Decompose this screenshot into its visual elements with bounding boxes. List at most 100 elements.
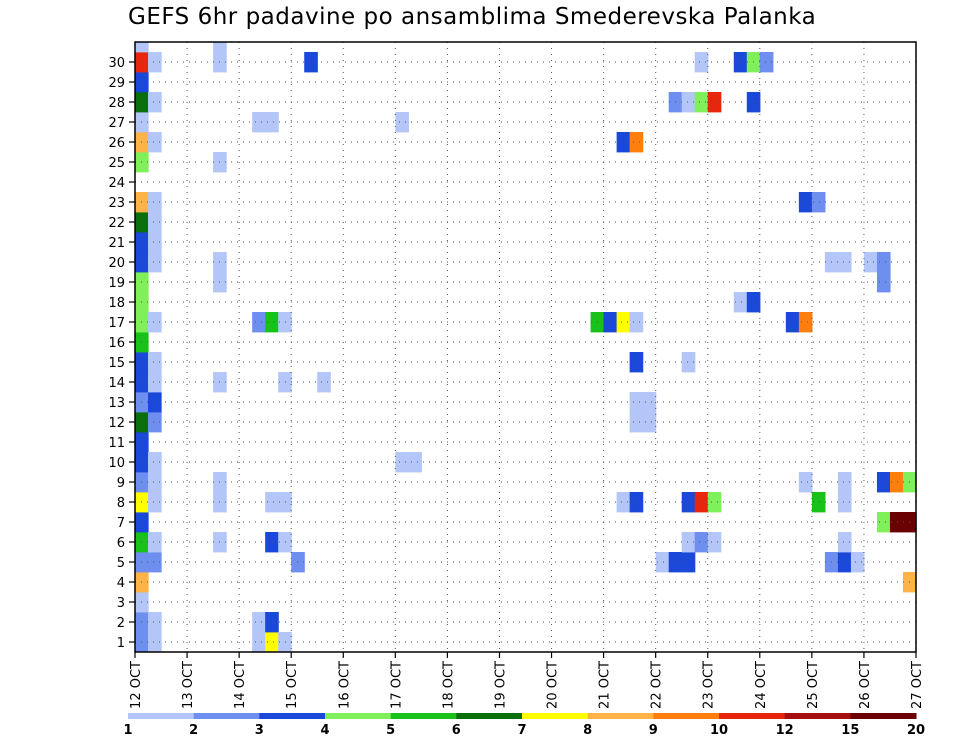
heatmap-cell bbox=[265, 532, 279, 553]
heatmap-cell bbox=[278, 532, 292, 553]
colorbar-segment bbox=[193, 713, 260, 719]
chart-title: GEFS 6hr padavine po ansamblima Smederev… bbox=[128, 4, 817, 30]
heatmap-cell bbox=[889, 472, 904, 493]
heatmap-cell bbox=[681, 552, 696, 573]
heatmap-cell bbox=[148, 212, 162, 233]
heatmap-cell bbox=[278, 372, 292, 393]
colorbar-label: 9 bbox=[649, 723, 658, 738]
colorbar-label: 15 bbox=[841, 723, 859, 738]
heatmap-cell bbox=[798, 192, 813, 213]
colorbar-label: 7 bbox=[517, 723, 526, 738]
heatmap-cell bbox=[148, 352, 162, 373]
heatmap-cell bbox=[148, 612, 162, 633]
heatmap-cell bbox=[252, 312, 266, 333]
colorbar-label: 8 bbox=[583, 723, 592, 738]
heatmap-cell bbox=[148, 192, 162, 213]
x-tick-label: 21 OCT bbox=[598, 661, 613, 709]
colorbar-segment bbox=[456, 713, 523, 719]
heatmap-cell bbox=[811, 492, 826, 513]
heatmap-cell bbox=[876, 472, 891, 493]
heatmap-cell bbox=[837, 532, 852, 553]
heatmap-cell bbox=[681, 92, 696, 113]
colorbar-segment bbox=[522, 713, 589, 719]
heatmap-cell bbox=[876, 252, 891, 273]
colorbar-label: 1 bbox=[123, 723, 132, 738]
heatmap-cell bbox=[629, 392, 644, 413]
heatmap-cell bbox=[629, 352, 644, 373]
heatmap-cells bbox=[135, 42, 917, 653]
colorbar-label: 4 bbox=[320, 723, 329, 738]
y-tick-label: 29 bbox=[108, 76, 125, 91]
chart-grid bbox=[134, 42, 917, 652]
y-tick-label: 3 bbox=[117, 596, 125, 611]
colorbar-label: 6 bbox=[452, 723, 461, 738]
y-tick-label: 15 bbox=[108, 356, 125, 371]
heatmap-cell bbox=[291, 552, 305, 573]
y-tick-label: 9 bbox=[117, 476, 125, 491]
colorbar-segment bbox=[784, 713, 851, 719]
y-tick-label: 10 bbox=[108, 456, 125, 471]
x-tick-label: 22 OCT bbox=[650, 661, 665, 709]
heatmap-cell bbox=[733, 292, 748, 313]
heatmap-cell bbox=[265, 312, 279, 333]
heatmap-cell bbox=[681, 532, 696, 553]
heatmap-cell bbox=[694, 52, 709, 73]
x-tick-label: 20 OCT bbox=[546, 661, 561, 709]
x-tick-label: 16 OCT bbox=[337, 661, 352, 709]
heatmap-cell bbox=[629, 312, 644, 333]
heatmap-cell bbox=[837, 472, 852, 493]
x-tick-label: 13 OCT bbox=[181, 661, 196, 709]
heatmap-cell bbox=[252, 112, 266, 133]
colorbar-segment bbox=[587, 713, 654, 719]
heatmap-cell bbox=[148, 532, 162, 553]
y-tick-label: 21 bbox=[108, 236, 125, 251]
colorbar: 1 2 3 4 5 6 7 8 9 10 12 15 20 bbox=[123, 713, 925, 738]
heatmap-cell bbox=[148, 412, 162, 433]
heatmap-cell bbox=[863, 252, 878, 273]
heatmap-cell bbox=[395, 452, 409, 473]
y-tick-label: 19 bbox=[108, 276, 125, 291]
heatmap-cell bbox=[408, 452, 422, 473]
heatmap-cell bbox=[265, 112, 279, 133]
heatmap-cell bbox=[265, 612, 279, 633]
heatmap-cell bbox=[148, 392, 162, 413]
colorbar-segment bbox=[653, 713, 720, 719]
heatmap-cell bbox=[642, 392, 657, 413]
y-tick-label: 28 bbox=[108, 96, 125, 111]
colorbar-segment bbox=[390, 713, 457, 719]
heatmap-cell bbox=[148, 472, 162, 493]
colorbar-label: 5 bbox=[386, 723, 395, 738]
x-tick-label: 24 OCT bbox=[754, 661, 769, 709]
colorbar-segment bbox=[259, 713, 326, 719]
colorbar-segment bbox=[325, 713, 392, 719]
heatmap-cell bbox=[733, 52, 748, 73]
y-tick-label: 22 bbox=[108, 216, 125, 231]
heatmap-cell bbox=[837, 252, 852, 273]
heatmap-cell bbox=[278, 632, 292, 653]
heatmap-cell bbox=[694, 92, 709, 113]
heatmap-cell bbox=[707, 492, 722, 513]
heatmap-cell bbox=[655, 552, 670, 573]
y-tick-label: 17 bbox=[108, 316, 125, 331]
heatmap-cell bbox=[616, 132, 631, 153]
y-tick-label: 24 bbox=[108, 176, 125, 191]
heatmap-cell bbox=[889, 512, 904, 533]
colorbar-label: 2 bbox=[189, 723, 198, 738]
y-tick-label: 7 bbox=[117, 516, 125, 531]
x-tick-label: 26 OCT bbox=[858, 661, 873, 709]
x-tick-label: 18 OCT bbox=[441, 661, 456, 709]
heatmap-cell bbox=[148, 252, 162, 273]
heatmap-cell bbox=[317, 372, 331, 393]
heatmap-cell bbox=[278, 312, 292, 333]
heatmap-cell bbox=[681, 352, 696, 373]
y-tick-label: 11 bbox=[108, 436, 125, 451]
y-tick-label: 18 bbox=[108, 296, 125, 311]
y-tick-label: 4 bbox=[117, 576, 125, 591]
heatmap-cell bbox=[681, 492, 696, 513]
y-tick-label: 6 bbox=[117, 536, 125, 551]
x-tick-label: 27 OCT bbox=[910, 661, 925, 709]
y-tick-label: 13 bbox=[108, 396, 125, 411]
heatmap-cell bbox=[707, 532, 722, 553]
heatmap-cell bbox=[785, 312, 800, 333]
heatmap-cell bbox=[616, 312, 631, 333]
